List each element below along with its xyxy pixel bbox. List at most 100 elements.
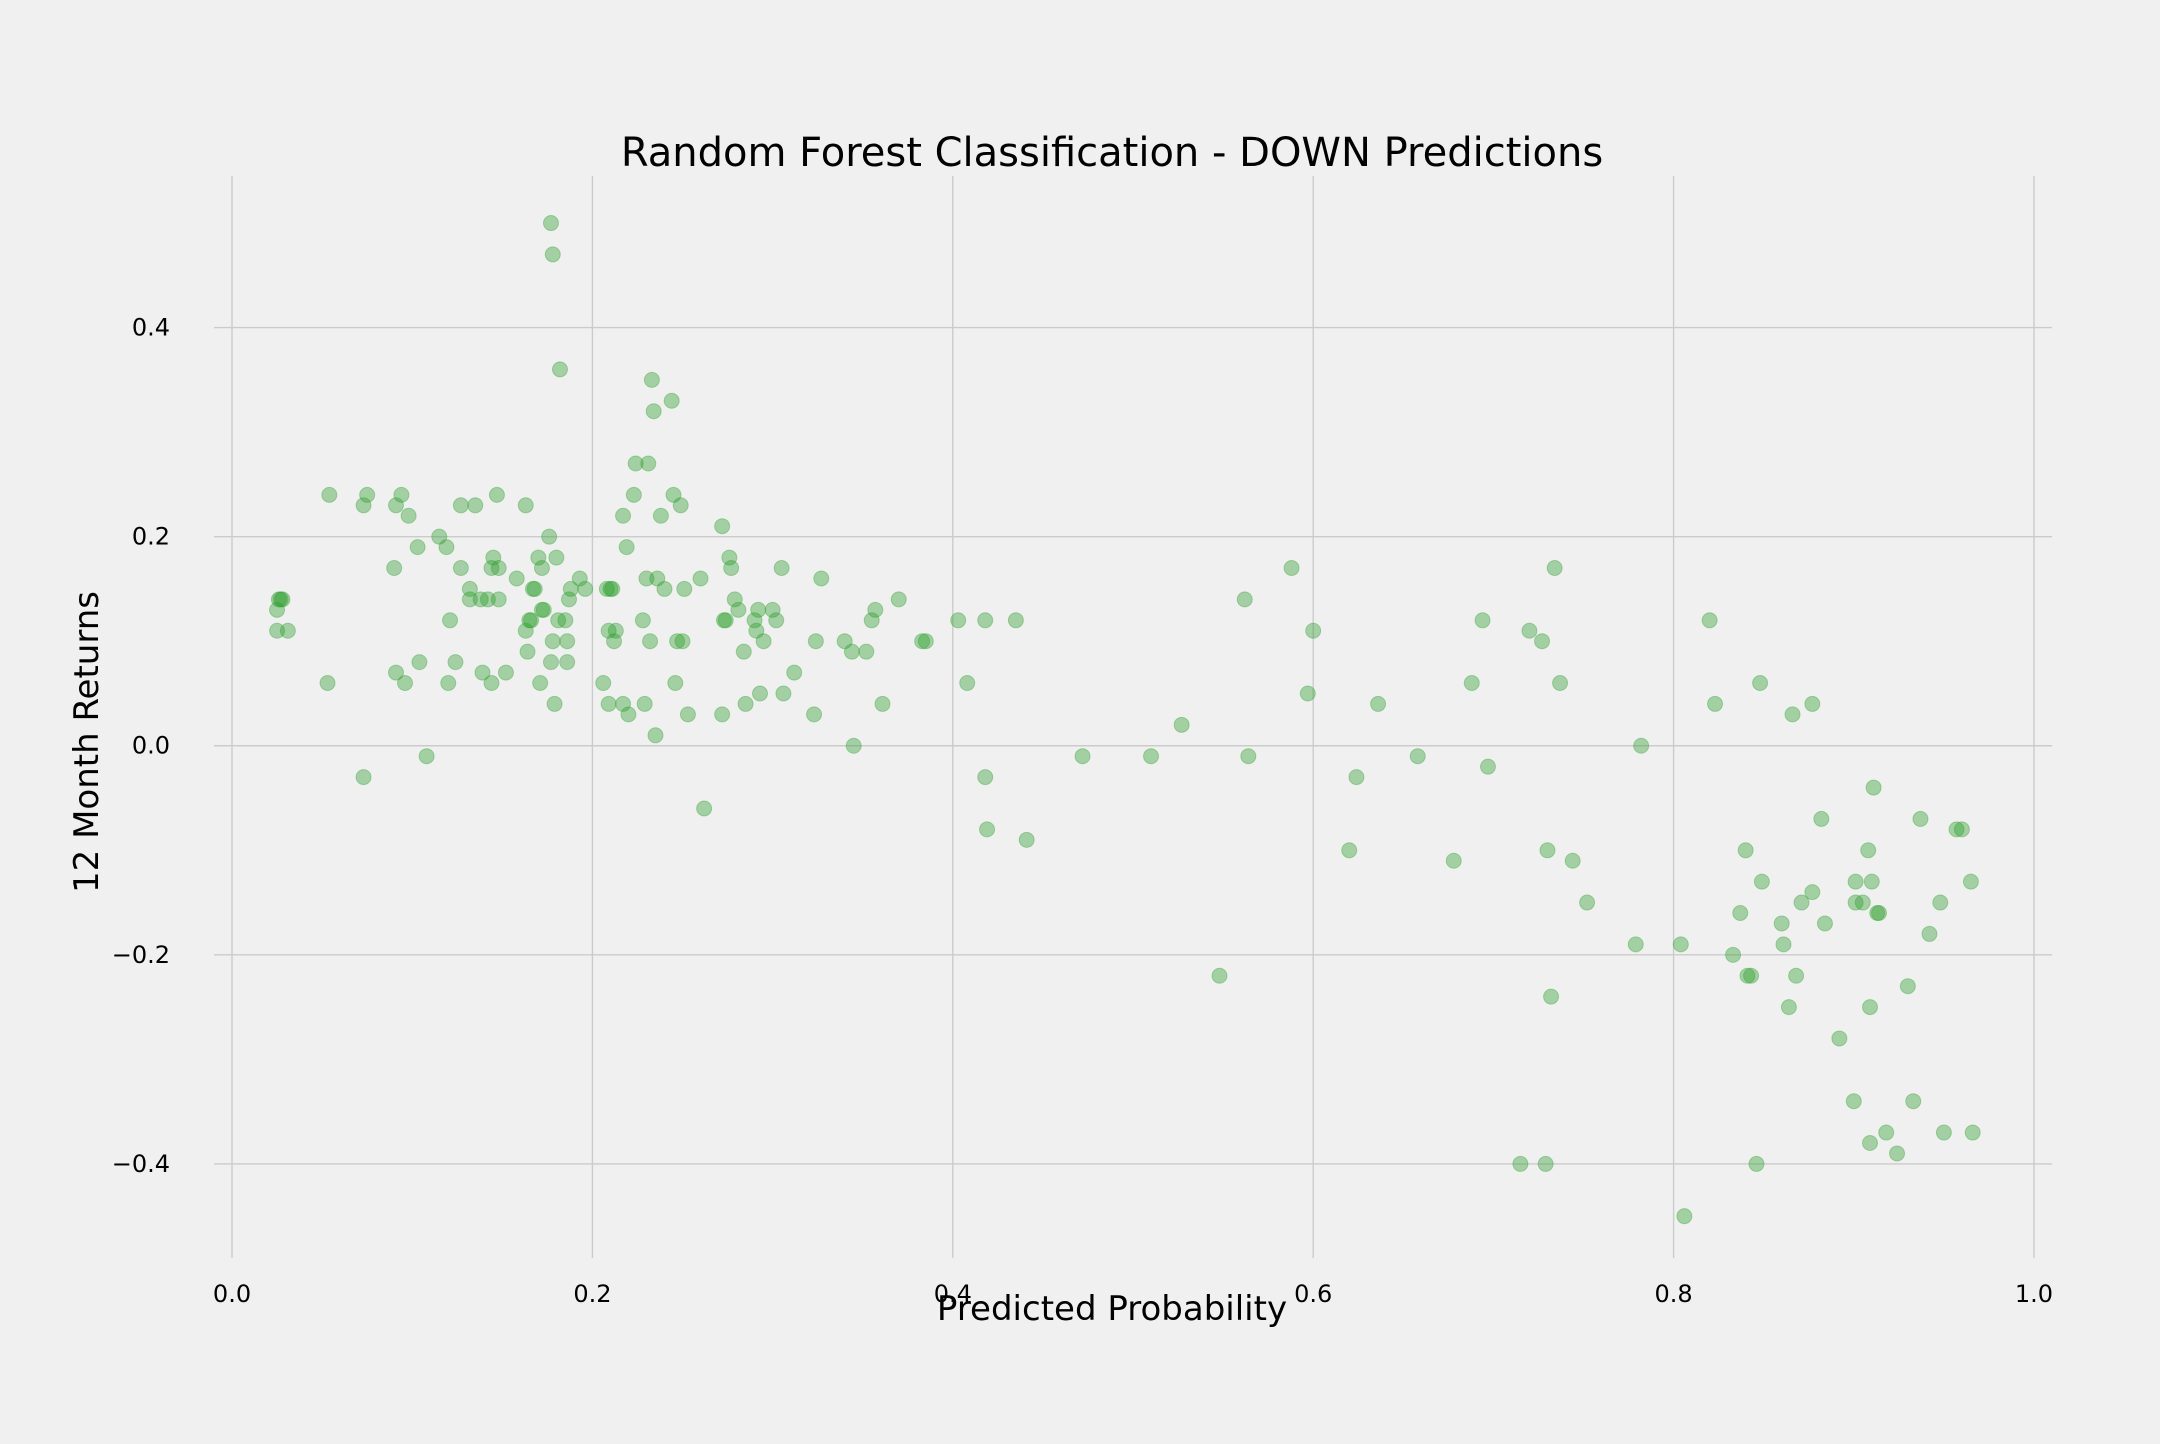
- scatter-point: [485, 549, 502, 566]
- scatter-point: [773, 560, 790, 577]
- scatter-point: [750, 601, 767, 618]
- data-points: [269, 215, 1981, 1225]
- scatter-point: [665, 486, 682, 503]
- scatter-point: [548, 549, 565, 566]
- scatter-point: [721, 549, 738, 566]
- y-tick-label: 0.0: [132, 732, 170, 760]
- scatter-point: [551, 361, 568, 378]
- scatter-point: [418, 748, 435, 765]
- x-tick-label: 0.2: [573, 1280, 611, 1308]
- scatter-point: [1847, 894, 1864, 911]
- scatter-point: [606, 633, 623, 650]
- scatter-point: [1739, 967, 1756, 984]
- scatter-point: [1793, 894, 1810, 911]
- scatter-point: [1813, 810, 1830, 827]
- scatter-point: [620, 706, 637, 723]
- scatter-point: [977, 612, 994, 629]
- scatter-point: [672, 497, 689, 514]
- scatter-point: [560, 591, 577, 608]
- scatter-point: [649, 570, 666, 587]
- scatter-point: [1862, 999, 1879, 1016]
- scatter-point: [272, 591, 289, 608]
- scatter-point: [914, 633, 931, 650]
- scatter-point: [600, 622, 617, 639]
- scatter-point: [1521, 622, 1538, 639]
- scatter-point: [474, 664, 491, 681]
- scatter-point: [1143, 748, 1160, 765]
- scatter-point: [647, 727, 664, 744]
- scatter-point: [679, 706, 696, 723]
- scatter-point: [1804, 884, 1821, 901]
- scatter-point: [1564, 852, 1581, 869]
- scatter-point: [431, 528, 448, 545]
- scatter-point: [1753, 873, 1770, 890]
- scatter-point: [557, 612, 574, 629]
- scatter-point: [1831, 1030, 1848, 1047]
- scatter-point: [723, 560, 740, 577]
- scatter-point: [571, 570, 588, 587]
- scatter-point: [1018, 831, 1035, 848]
- scatter-point: [1935, 1124, 1952, 1141]
- scatter-point: [1676, 1208, 1693, 1225]
- scatter-point: [638, 570, 655, 587]
- scatter-point: [959, 675, 976, 692]
- scatter-point: [845, 737, 862, 754]
- scatter-point: [1732, 905, 1749, 922]
- scatter-point: [438, 539, 455, 556]
- y-tick-label: 0.4: [132, 314, 170, 342]
- y-tick-label: −0.4: [112, 1150, 170, 1178]
- scatter-point: [483, 675, 500, 692]
- scatter-point: [751, 685, 768, 702]
- scatter-point: [521, 612, 538, 629]
- scatter-point: [755, 633, 772, 650]
- scatter-point: [519, 643, 536, 660]
- scatter-point: [607, 622, 624, 639]
- scatter-point: [1479, 758, 1496, 775]
- scatter-point: [447, 654, 464, 671]
- scatter-point: [533, 560, 550, 577]
- scatter-point: [1780, 999, 1797, 1016]
- scatter-point: [748, 622, 765, 639]
- scatter-point: [1860, 842, 1877, 859]
- scatter-point: [1788, 967, 1805, 984]
- scatter-point: [488, 486, 505, 503]
- scatter-point: [1546, 560, 1563, 577]
- scatter-point: [1672, 936, 1689, 953]
- scatter-point: [977, 769, 994, 786]
- scatter-point: [1816, 915, 1833, 932]
- scatter-point: [530, 549, 547, 566]
- scatter-point: [1370, 695, 1387, 712]
- scatter-point: [279, 622, 296, 639]
- scatter-point: [890, 591, 907, 608]
- scatter-point: [319, 675, 336, 692]
- scatter-point: [615, 507, 632, 524]
- scatter-point: [1775, 936, 1792, 953]
- scatter-point: [559, 633, 576, 650]
- scatter-point: [1707, 695, 1724, 712]
- scatter-point: [1474, 612, 1491, 629]
- scatter-point: [270, 591, 287, 608]
- scatter-point: [1701, 612, 1718, 629]
- scatter-point: [714, 518, 731, 535]
- scatter-point: [764, 601, 781, 618]
- scatter-point: [497, 664, 514, 681]
- scatter-point: [598, 580, 615, 597]
- scatter-point: [1534, 633, 1551, 650]
- scatter-point: [559, 654, 576, 671]
- scatter-point: [1752, 675, 1769, 692]
- scatter-point: [1579, 894, 1596, 911]
- scatter-point: [656, 580, 673, 597]
- scatter-point: [1865, 779, 1882, 796]
- scatter-point: [737, 695, 754, 712]
- scatter-point: [452, 560, 469, 577]
- x-tick-label: 0.6: [1294, 1280, 1332, 1308]
- scatter-point: [1804, 695, 1821, 712]
- x-tick-label: 0.8: [1655, 1280, 1693, 1308]
- scatter-point: [355, 497, 372, 514]
- scatter-point: [843, 643, 860, 660]
- scatter-point: [550, 612, 567, 629]
- scatter-point: [442, 612, 459, 629]
- scatter-point: [490, 560, 507, 577]
- scatter-point: [1211, 967, 1228, 984]
